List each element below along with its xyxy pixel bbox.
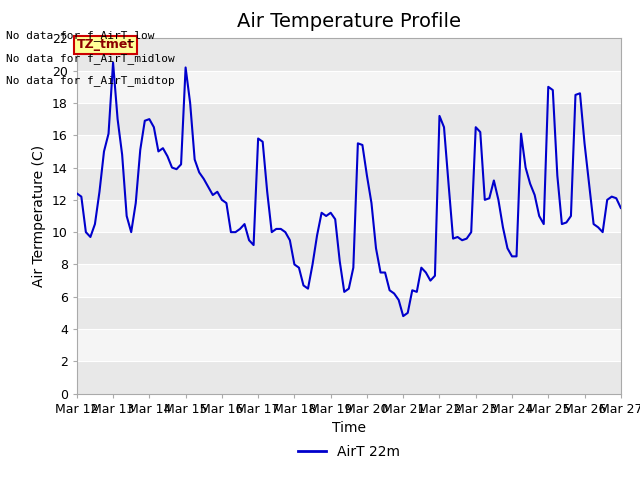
- Legend: AirT 22m: AirT 22m: [292, 440, 405, 465]
- Title: Air Temperature Profile: Air Temperature Profile: [237, 12, 461, 31]
- Y-axis label: Air Termperature (C): Air Termperature (C): [33, 145, 46, 287]
- Bar: [77, 329, 621, 361]
- Bar: [77, 168, 621, 200]
- Text: No data for f_AirT_low: No data for f_AirT_low: [6, 30, 155, 41]
- Text: No data for f_AirT_midtop: No data for f_AirT_midtop: [6, 75, 175, 86]
- Bar: [77, 71, 621, 103]
- Bar: [77, 103, 621, 135]
- Bar: [77, 361, 621, 394]
- X-axis label: Time: Time: [332, 421, 366, 435]
- Bar: [77, 38, 621, 71]
- Text: TZ_tmet: TZ_tmet: [77, 38, 134, 51]
- Bar: [77, 200, 621, 232]
- Bar: [77, 232, 621, 264]
- Bar: [77, 264, 621, 297]
- Bar: [77, 297, 621, 329]
- Text: No data for f_AirT_midlow: No data for f_AirT_midlow: [6, 53, 175, 64]
- Bar: [77, 135, 621, 168]
